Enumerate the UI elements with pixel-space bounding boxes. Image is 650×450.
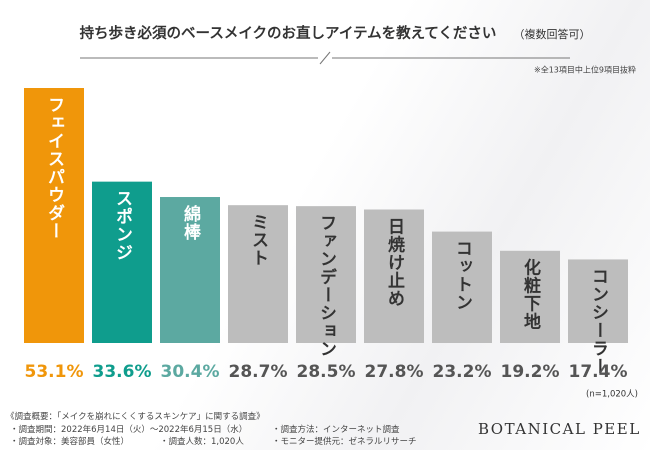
bar-label: ミスト xyxy=(248,213,268,267)
survey-provider: ・モニター提供元：ゼネラルリサーチ xyxy=(272,437,417,447)
value-label: 23.2% xyxy=(433,362,492,382)
chart: 持ち歩き必須のベースメイクのお直しアイテムを教えてください （複数回答可） ※全… xyxy=(24,24,638,400)
bar xyxy=(432,231,492,343)
survey-period: ・調査期間：2022年6月14日（火）～2022年6月15日（水） xyxy=(10,425,248,435)
survey-heading: 《調査概要：「メイクを崩れにくくするスキンケア」に関する調査》 xyxy=(6,412,265,422)
bar xyxy=(364,209,424,343)
value-label: 28.5% xyxy=(297,362,356,382)
value-label: 28.7% xyxy=(229,362,288,382)
bar xyxy=(228,205,288,343)
chart-subtitle: （複数回答可） xyxy=(514,27,591,41)
value-label: 27.8% xyxy=(365,362,424,382)
survey-count: ・調査人数：1,020人 xyxy=(160,437,244,447)
chart-title: 持ち歩き必須のベースメイクのお直しアイテムを教えてください xyxy=(80,24,497,42)
bar-label: スポンジ xyxy=(112,190,133,262)
value-label: 33.6% xyxy=(93,362,152,382)
bar xyxy=(568,259,628,343)
bar xyxy=(92,181,152,343)
bar-label: 化粧下地 xyxy=(520,258,541,331)
bar-label: ファンデーション xyxy=(316,214,336,358)
bar-label: 綿棒 xyxy=(180,204,201,241)
sample-size: (n=1,020人) xyxy=(586,390,638,400)
bar xyxy=(500,250,560,343)
bar-label: フェイスパウダー xyxy=(44,96,65,240)
value-label: 17.4% xyxy=(569,362,628,382)
value-label: 53.1% xyxy=(25,362,84,382)
divider-slash xyxy=(319,51,331,65)
value-label: 30.4% xyxy=(161,362,220,382)
bar xyxy=(296,206,356,343)
bar xyxy=(24,88,84,343)
survey-target: ・調査対象：美容部員（女性） xyxy=(10,437,130,447)
bar xyxy=(160,197,220,343)
bar-label: 日焼け止め xyxy=(384,217,405,307)
bar-label: コットン xyxy=(452,240,472,312)
bar-label: コンシーラー xyxy=(588,267,608,375)
value-label: 19.2% xyxy=(501,362,560,382)
survey-method: ・調査方法：インターネット調査 xyxy=(272,425,400,435)
note: ※全13項目中上位9項目抜粋 xyxy=(534,65,636,75)
brand: BOTANICAL PEEL xyxy=(478,420,641,438)
